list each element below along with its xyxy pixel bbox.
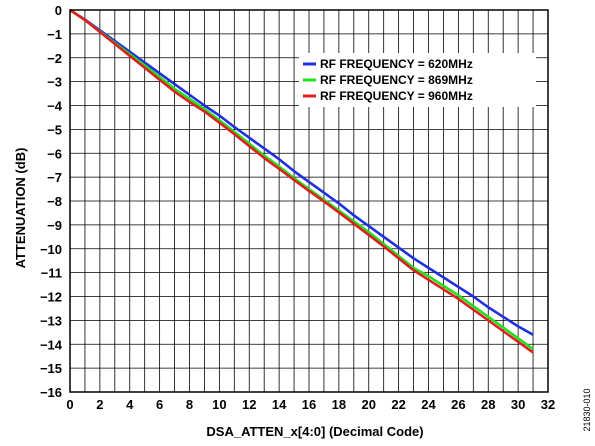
y-tick-labels: 0 −1 −2 −3 −4 −5 −6 −7 −8 −9 −10 −11 −12 −13 −14 −15 −16 (40, 3, 63, 400)
x-tick-label: 2 (96, 397, 103, 412)
y-tick-label: −4 (47, 99, 63, 114)
y-tick-label: −5 (47, 122, 62, 137)
plot-frame (69, 9, 549, 393)
y-tick-label: −3 (47, 75, 62, 90)
x-tick-label: 10 (212, 397, 226, 412)
y-tick-label: −14 (40, 337, 63, 352)
legend: RF FREQUENCY = 620MHz RF FREQUENCY = 869M… (299, 53, 536, 107)
x-tick-label: 20 (362, 397, 376, 412)
y-tick-label: −13 (40, 313, 62, 328)
y-tick-label: −7 (47, 170, 62, 185)
x-tick-label: 4 (126, 397, 134, 412)
y-tick-label: 0 (55, 3, 62, 18)
x-tick-label: 30 (511, 397, 525, 412)
y-axis-title: ATTENUATION (dB) (13, 148, 28, 269)
y-tick-label: −2 (47, 51, 62, 66)
x-tick-label: 0 (66, 397, 73, 412)
figure-id: 21830-010 (582, 388, 592, 431)
series-line-3 (69, 8, 534, 354)
x-tick-label: 12 (242, 397, 256, 412)
legend-label: RF FREQUENCY = 620MHz (320, 57, 473, 71)
x-tick-label: 22 (391, 397, 405, 412)
x-tick-label: 28 (481, 397, 495, 412)
y-tick-label: −10 (40, 242, 62, 257)
x-tick-label: 16 (302, 397, 316, 412)
y-tick-label: −11 (41, 266, 62, 281)
y-tick-label: −16 (40, 385, 62, 400)
series-line-1 (69, 8, 534, 336)
x-tick-label: 18 (332, 397, 346, 412)
y-tick-label: −6 (47, 146, 62, 161)
legend-label: RF FREQUENCY = 869MHz (320, 73, 473, 87)
x-axis-title: DSA_ATTEN_x[4:0] (Decimal Code) (206, 424, 423, 439)
x-tick-label: 14 (272, 397, 287, 412)
series-line-2 (69, 8, 534, 351)
x-tick-label: 26 (451, 397, 465, 412)
x-tick-label: 32 (541, 397, 555, 412)
series-lines (69, 8, 534, 354)
x-tick-labels: 0 2 4 6 8 10 12 14 16 18 20 22 24 26 28 30 32 (66, 397, 555, 412)
x-tick-label: 6 (156, 397, 163, 412)
y-tick-label: −12 (40, 290, 62, 305)
x-tick-label: 8 (186, 397, 193, 412)
x-tick-label: 24 (421, 397, 436, 412)
legend-label: RF FREQUENCY = 960MHz (320, 89, 473, 103)
legend-background (299, 53, 536, 107)
y-tick-label: −9 (47, 218, 62, 233)
y-tick-label: −8 (47, 194, 62, 209)
y-tick-label: −15 (40, 361, 62, 376)
y-tick-label: −1 (47, 27, 62, 42)
